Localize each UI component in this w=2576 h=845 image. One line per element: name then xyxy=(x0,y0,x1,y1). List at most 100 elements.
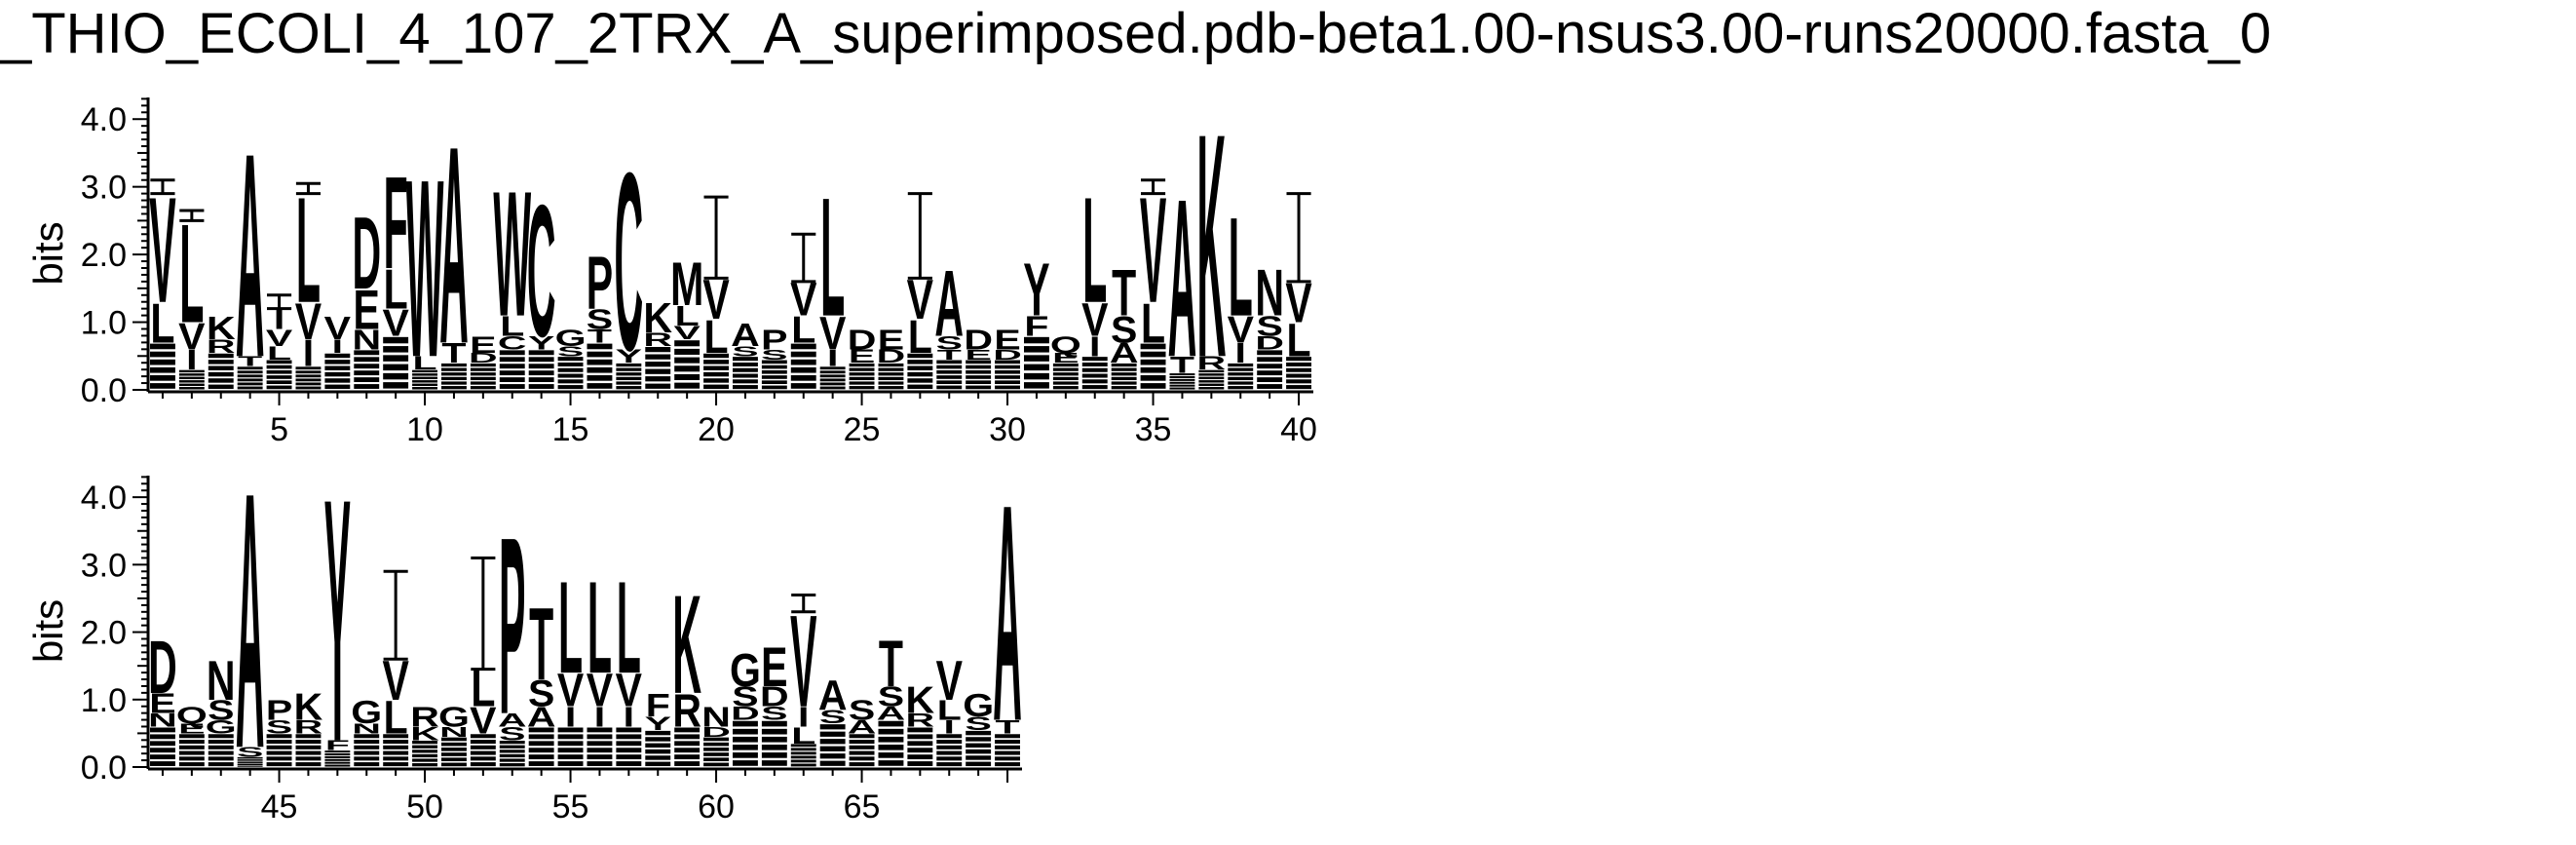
minor-residue-glyph xyxy=(790,748,816,751)
y-tick-label: 2.0 xyxy=(81,615,127,652)
residue-glyph: R xyxy=(410,701,439,733)
minor-residue-glyph xyxy=(587,383,613,389)
minor-residue-glyph xyxy=(587,351,613,358)
residue-glyph: R xyxy=(207,335,236,357)
minor-residue-glyph xyxy=(849,367,875,371)
minor-residue-glyph xyxy=(237,374,263,378)
residue-glyph: A xyxy=(236,94,265,418)
minor-residue-glyph xyxy=(208,745,234,749)
minor-residue-glyph xyxy=(819,382,846,386)
minor-residue-glyph xyxy=(470,740,496,745)
minor-residue-glyph xyxy=(966,365,992,369)
residue-glyph: A xyxy=(236,416,265,825)
minor-residue-glyph xyxy=(587,727,613,733)
residue-glyph: A xyxy=(848,716,877,738)
minor-residue-glyph xyxy=(790,744,816,748)
minor-residue-glyph xyxy=(849,376,875,381)
minor-residue-glyph xyxy=(1198,383,1225,387)
residue-glyph: S xyxy=(528,673,554,715)
residue-glyph: E xyxy=(178,720,205,736)
minor-residue-glyph xyxy=(295,378,322,382)
minor-residue-glyph xyxy=(324,378,351,383)
logo-column: YF xyxy=(645,687,671,767)
minor-residue-glyph xyxy=(557,357,584,362)
residue-glyph: D xyxy=(469,350,498,365)
logo-column: RK xyxy=(672,567,701,766)
minor-residue-glyph xyxy=(1169,387,1195,390)
minor-residue-glyph xyxy=(703,378,729,383)
minor-residue-glyph xyxy=(761,360,787,365)
minor-residue-glyph xyxy=(557,379,584,384)
minor-residue-glyph xyxy=(674,340,701,347)
residue-glyph: V xyxy=(324,309,351,346)
residue-glyph: A xyxy=(498,710,527,731)
minor-residue-glyph xyxy=(733,744,758,750)
minor-residue-glyph xyxy=(703,371,729,377)
residue-glyph: V xyxy=(1081,293,1108,346)
minor-residue-glyph xyxy=(819,724,846,730)
minor-residue-glyph xyxy=(557,761,584,766)
minor-residue-glyph xyxy=(470,367,496,371)
minor-residue-glyph xyxy=(383,382,409,389)
minor-residue-glyph xyxy=(237,378,263,382)
minor-residue-glyph xyxy=(761,369,787,374)
minor-residue-glyph xyxy=(878,744,904,750)
logo-column: NG xyxy=(438,701,470,767)
minor-residue-glyph xyxy=(178,383,205,387)
logo-column: AST xyxy=(527,586,555,766)
minor-residue-glyph xyxy=(907,741,933,747)
minor-residue-glyph xyxy=(936,365,963,369)
logo-column: TSA xyxy=(934,250,964,390)
minor-residue-glyph xyxy=(645,749,671,754)
residue-glyph: E xyxy=(1052,350,1079,365)
minor-residue-glyph xyxy=(1081,362,1108,366)
minor-residue-glyph xyxy=(936,360,963,365)
minor-residue-glyph xyxy=(995,762,1020,767)
minor-residue-glyph xyxy=(354,734,380,739)
minor-residue-glyph xyxy=(178,756,205,761)
residue-glyph: N xyxy=(352,324,381,356)
minor-residue-glyph xyxy=(295,382,322,386)
residue-glyph: N xyxy=(701,701,731,733)
minor-residue-glyph xyxy=(150,359,175,365)
residue-glyph: S xyxy=(761,703,787,724)
minor-residue-glyph xyxy=(645,730,671,736)
minor-residue-glyph xyxy=(966,380,992,385)
minor-residue-glyph xyxy=(1169,384,1195,387)
logo-column: SA xyxy=(731,316,760,390)
minor-residue-glyph xyxy=(790,383,816,389)
logo-column: AST xyxy=(1110,255,1138,390)
minor-residue-glyph xyxy=(1286,362,1311,366)
minor-residue-glyph xyxy=(674,741,701,747)
minor-residue-glyph xyxy=(907,353,933,359)
minor-residue-glyph xyxy=(849,363,875,367)
minor-residue-glyph xyxy=(1111,386,1137,390)
residue-glyph: R xyxy=(906,710,935,731)
minor-residue-glyph xyxy=(733,760,758,766)
minor-residue-glyph xyxy=(557,754,584,760)
minor-residue-glyph xyxy=(1257,384,1283,389)
residue-glyph: S xyxy=(1111,309,1137,351)
residue-glyph: Y xyxy=(1023,249,1049,332)
minor-residue-glyph xyxy=(178,387,205,390)
logo-column: AS xyxy=(848,695,877,767)
logo-column: LV xyxy=(382,569,409,767)
logo-column: EQ xyxy=(1050,332,1081,390)
minor-residue-glyph xyxy=(266,375,292,379)
minor-residue-glyph xyxy=(383,355,409,362)
minor-residue-glyph xyxy=(936,385,963,390)
minor-residue-glyph xyxy=(878,386,904,390)
minor-residue-glyph xyxy=(412,387,437,390)
residue-glyph: T xyxy=(441,337,466,369)
residue-glyph: D xyxy=(352,196,381,312)
residue-glyph: S xyxy=(237,744,263,759)
logo-column: RK xyxy=(294,687,323,767)
minor-residue-glyph xyxy=(354,350,380,356)
residue-glyph: E xyxy=(470,332,496,359)
minor-residue-glyph xyxy=(1286,357,1311,362)
residue-glyph: A xyxy=(934,250,964,356)
residue-glyph: R xyxy=(294,716,323,738)
minor-residue-glyph xyxy=(936,380,963,385)
minor-residue-glyph xyxy=(441,376,467,381)
residue-glyph: W xyxy=(406,126,444,410)
